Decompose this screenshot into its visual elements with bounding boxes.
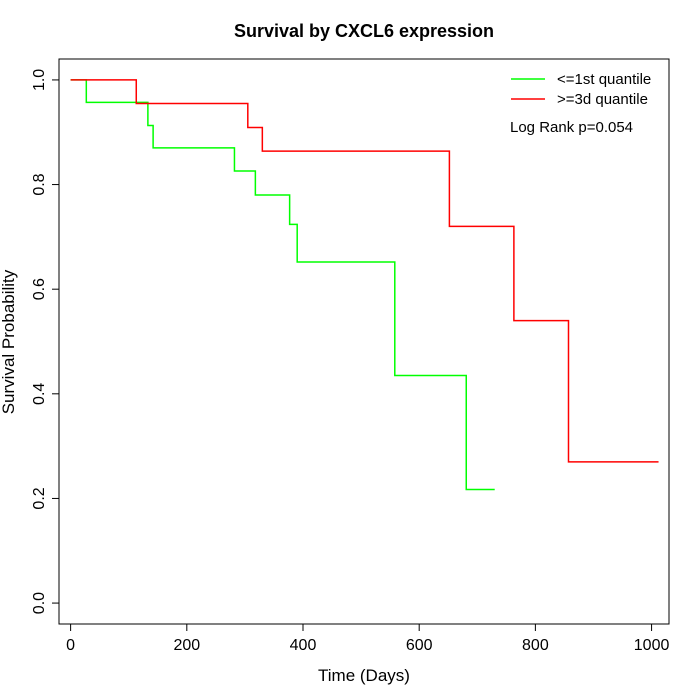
y-tick-label: 0.0 xyxy=(31,592,48,614)
x-tick-label: 800 xyxy=(522,637,549,654)
plot-frame xyxy=(58,58,670,625)
y-tick-label: 0.2 xyxy=(31,487,48,509)
x-tick-label: 200 xyxy=(173,637,200,654)
legend-label-high: >=3d quantile xyxy=(557,91,648,108)
series-line-high xyxy=(70,79,659,463)
x-tick-label: 600 xyxy=(406,637,433,654)
log-rank-annotation: Log Rank p=0.054 xyxy=(510,119,633,136)
legend: <=1st quantile >=3d quantile xyxy=(511,71,651,108)
y-tick-label: 0.4 xyxy=(31,383,48,405)
x-axis-label: Time (Days) xyxy=(318,666,410,685)
y-tick-label: 0.6 xyxy=(31,278,48,300)
x-tick-label: 0 xyxy=(66,637,75,654)
x-tick-label: 1000 xyxy=(634,637,670,654)
y-tick-label: 0.8 xyxy=(31,173,48,195)
y-tick-label: 1.0 xyxy=(31,69,48,91)
x-axis: 0 200 400 600 800 1000 xyxy=(66,623,670,654)
y-axis: 0.0 0.2 0.4 0.6 0.8 1.0 xyxy=(31,69,60,614)
series-line-low xyxy=(70,79,495,491)
y-axis-label: Survival Probability xyxy=(0,269,18,414)
legend-label-low: <=1st quantile xyxy=(557,71,651,88)
chart-title: Survival by CXCL6 expression xyxy=(234,21,494,41)
series-layer xyxy=(70,79,659,491)
x-tick-label: 400 xyxy=(290,637,317,654)
